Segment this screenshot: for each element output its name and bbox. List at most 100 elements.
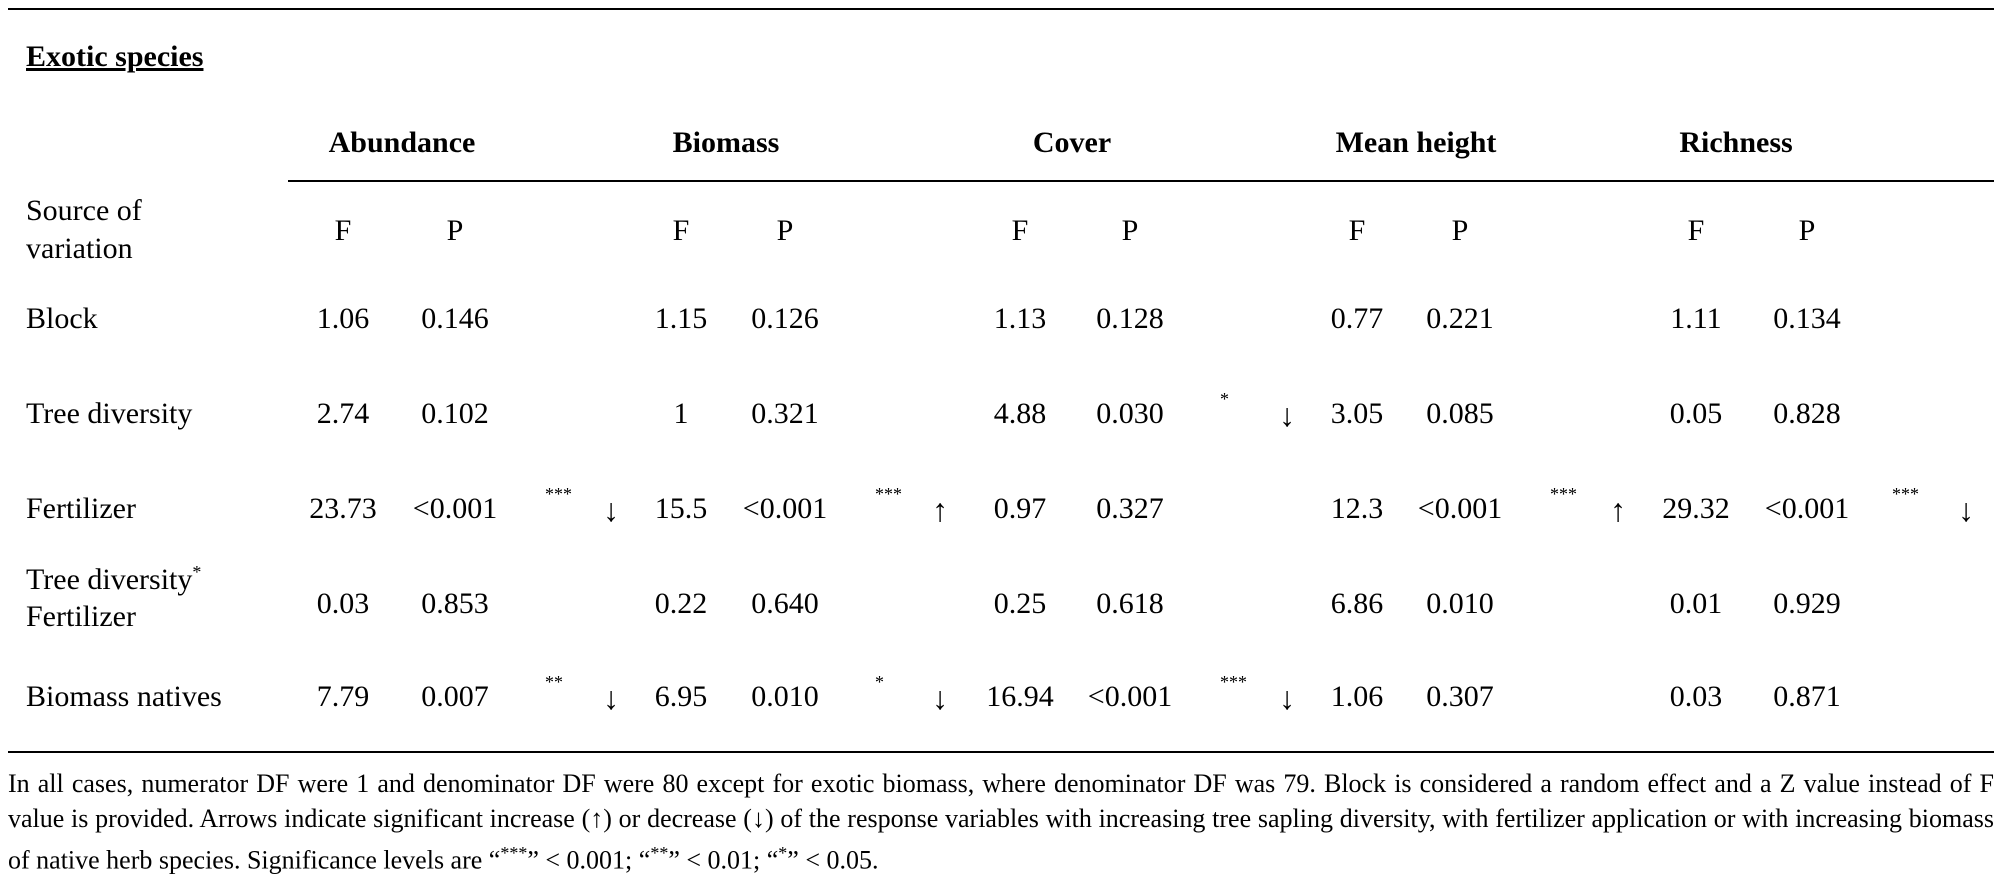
arrow-down-icon: ↓	[603, 680, 619, 716]
p-value: 0.871	[1773, 680, 1841, 713]
p-value: 0.640	[751, 587, 819, 620]
f-value: 0.05	[1669, 397, 1723, 430]
row-label: Tree diversity	[26, 397, 193, 430]
footnote-text: In all cases, numerator DF were 1 and de…	[8, 769, 1994, 875]
row-label-sup: *	[192, 562, 202, 582]
f-value: 1.06	[1330, 680, 1384, 713]
f-value: 12.3	[1330, 492, 1384, 525]
footnote-text-4: ” < 0.05.	[787, 845, 879, 875]
footnote-sig3: ***	[500, 843, 528, 863]
p-value: 0.085	[1426, 397, 1494, 430]
p-value: 0.618	[1096, 587, 1164, 620]
f-value: 1	[673, 397, 689, 430]
header-richness: Richness	[1679, 126, 1793, 159]
f-value: 2.74	[316, 397, 370, 430]
f-value: 4.88	[993, 397, 1047, 430]
p-value: 0.134	[1773, 302, 1841, 335]
stat-header-p: P	[446, 214, 464, 247]
source-header: Source of variation	[26, 192, 142, 268]
stat-header-p: P	[1451, 214, 1469, 247]
f-value: 6.95	[654, 680, 708, 713]
f-value: 23.73	[309, 492, 377, 525]
p-value: <0.001	[1087, 680, 1173, 713]
p-value: 0.853	[421, 587, 489, 620]
f-value: 1.15	[654, 302, 708, 335]
row-label: Biomass natives	[26, 680, 222, 713]
significance-marker: ***	[1892, 484, 1919, 504]
row-label-line1: Tree diversity	[26, 563, 193, 596]
p-value: 0.102	[421, 397, 489, 430]
f-value: 1.06	[316, 302, 370, 335]
significance-marker: ***	[545, 484, 572, 504]
header-rule	[288, 180, 1994, 182]
p-value: 0.221	[1426, 302, 1494, 335]
p-value: <0.001	[1764, 492, 1850, 525]
f-value: 3.05	[1330, 397, 1384, 430]
p-value: 0.010	[1426, 587, 1494, 620]
f-value: 0.01	[1669, 587, 1723, 620]
f-value: 7.79	[316, 680, 370, 713]
significance-marker: ***	[875, 484, 902, 504]
f-value: 1.11	[1670, 302, 1722, 335]
f-value: 0.03	[316, 587, 370, 620]
section-title: Exotic species	[26, 40, 204, 73]
header-mean-height: Mean height	[1335, 126, 1497, 159]
f-value: 6.86	[1330, 587, 1384, 620]
row-label: Block	[26, 302, 98, 335]
header-cover: Cover	[1032, 126, 1112, 159]
arrow-down-icon: ↓	[1279, 680, 1295, 716]
footnote-text-2: ” < 0.001; “	[527, 845, 651, 875]
p-value: 0.327	[1096, 492, 1164, 525]
arrow-up-icon: ↑	[932, 492, 948, 528]
stat-header-f: F	[1687, 214, 1705, 247]
p-value: 0.929	[1773, 587, 1841, 620]
p-value: <0.001	[742, 492, 828, 525]
footnote: In all cases, numerator DF were 1 and de…	[8, 766, 1994, 878]
significance-marker: ***	[1220, 672, 1247, 692]
f-value: 29.32	[1662, 492, 1730, 525]
f-value: 1.13	[993, 302, 1047, 335]
footnote-sig2: **	[650, 843, 669, 863]
footnote-text-3: ” < 0.01; “	[668, 845, 779, 875]
arrow-up-icon: ↑	[1610, 492, 1626, 528]
top-rule	[8, 8, 1994, 10]
p-value: 0.146	[421, 302, 489, 335]
stat-header-f: F	[672, 214, 690, 247]
arrow-down-icon: ↓	[1958, 492, 1974, 528]
significance-marker: *	[875, 672, 884, 692]
f-value: 0.25	[993, 587, 1047, 620]
p-value: 0.128	[1096, 302, 1164, 335]
f-value: 0.03	[1669, 680, 1723, 713]
significance-marker: ***	[1550, 484, 1577, 504]
significance-marker: *	[1220, 389, 1229, 409]
p-value: 0.828	[1773, 397, 1841, 430]
row-label: Fertilizer	[26, 492, 136, 525]
p-value: 0.007	[421, 680, 489, 713]
arrow-down-icon: ↓	[932, 680, 948, 716]
arrow-down-icon: ↓	[603, 492, 619, 528]
footnote-sig1: *	[778, 843, 788, 863]
p-value: 0.321	[751, 397, 819, 430]
f-value: 16.94	[986, 680, 1054, 713]
stat-header-f: F	[1348, 214, 1366, 247]
arrow-down-icon: ↓	[1279, 397, 1295, 433]
stat-header-p: P	[776, 214, 794, 247]
p-value: 0.010	[751, 680, 819, 713]
row-label: Tree diversity*	[26, 562, 201, 597]
p-value: 0.030	[1096, 397, 1164, 430]
p-value: 0.126	[751, 302, 819, 335]
stat-header-p: P	[1121, 214, 1139, 247]
f-value: 0.97	[993, 492, 1047, 525]
f-value: 15.5	[654, 492, 708, 525]
source-header-line2: variation	[26, 232, 133, 265]
header-abundance: Abundance	[328, 126, 476, 159]
stat-header-f: F	[1011, 214, 1029, 247]
stat-header-f: F	[334, 214, 352, 247]
stat-header-p: P	[1798, 214, 1816, 247]
row-label-line2: Fertilizer	[26, 600, 136, 633]
p-value: <0.001	[1417, 492, 1503, 525]
significance-marker: **	[545, 672, 563, 692]
f-value: 0.22	[654, 587, 708, 620]
p-value: <0.001	[412, 492, 498, 525]
header-biomass: Biomass	[672, 126, 780, 159]
